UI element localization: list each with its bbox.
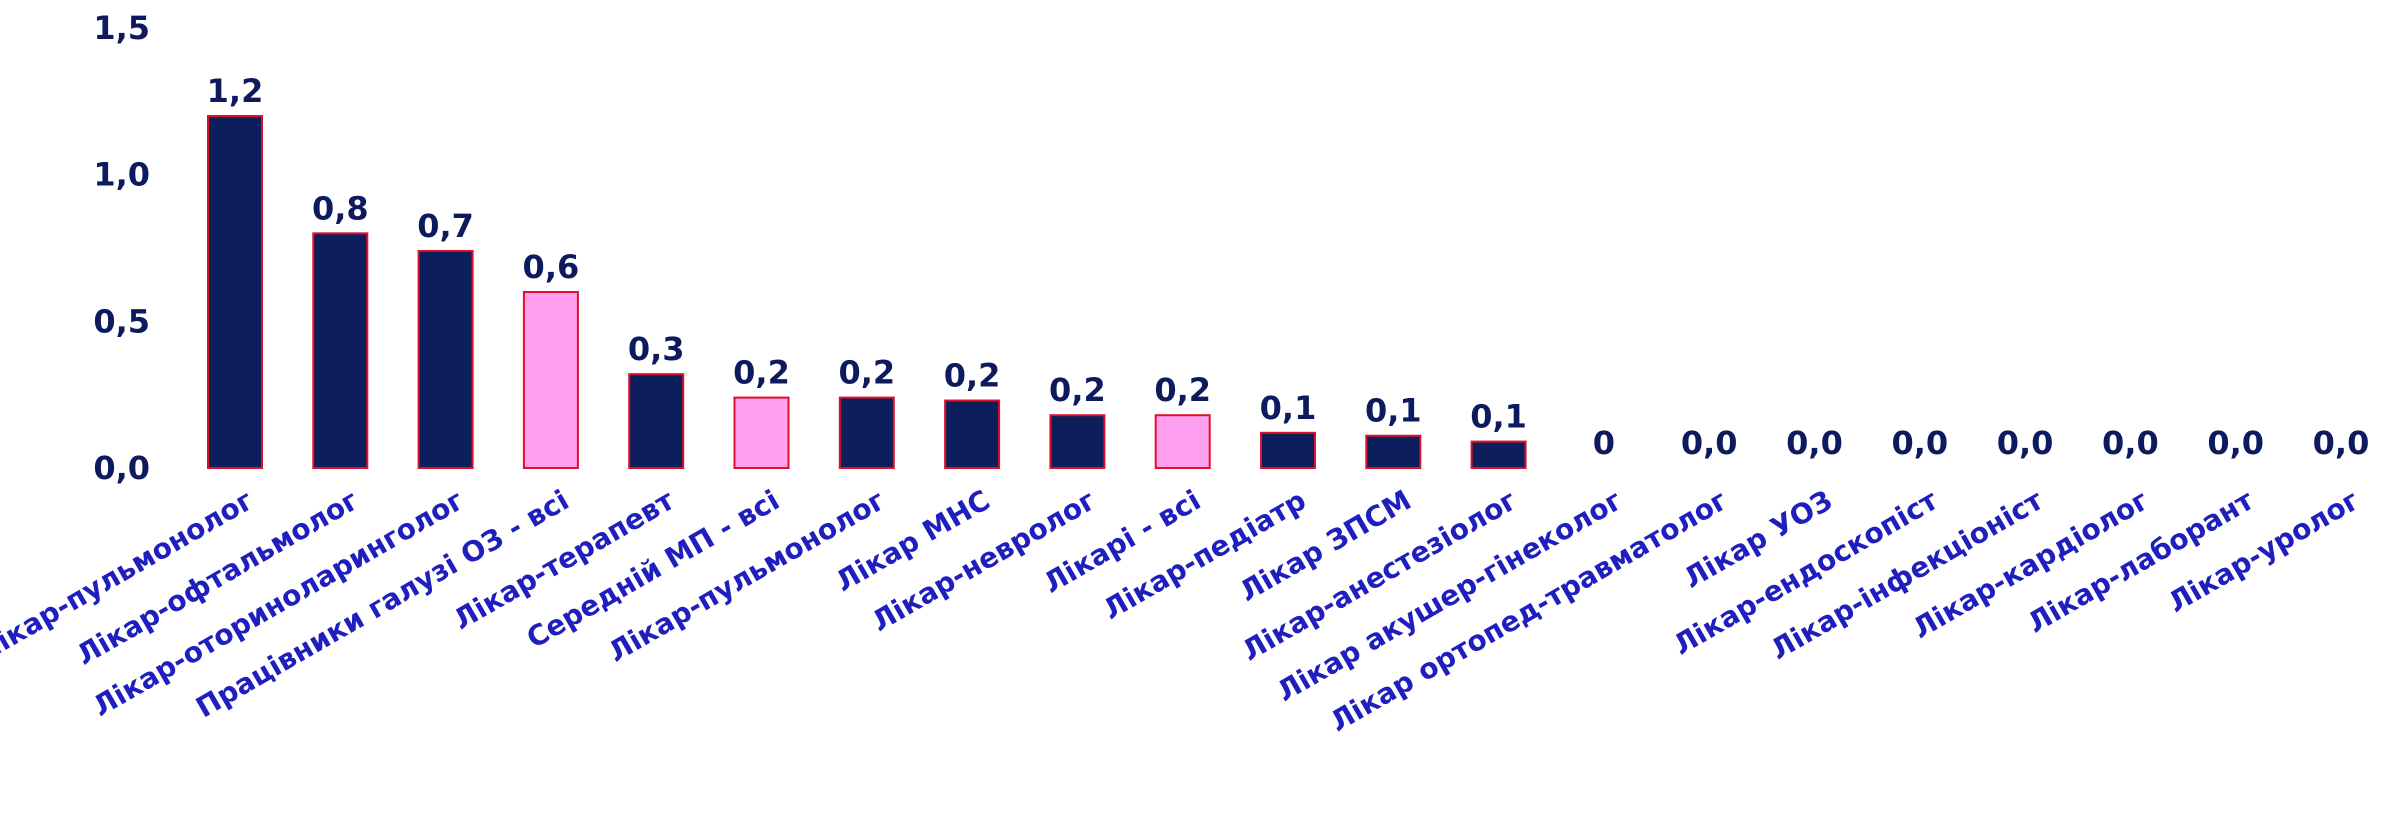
bar [1365,434,1422,470]
y-tick-label: 1,5 [93,9,150,47]
bar [838,396,895,470]
bar [1260,431,1316,469]
data-label: 0,0 [2313,424,2370,462]
data-labels: 1,2 0,8 0,7 0,6 0,3 0,2 0,2 0,2 0,2 0,2 0,1 0,1 0,1 0… [207,72,2370,462]
data-label: 0,0 [1997,424,2054,462]
data-label: 0,8 [312,189,369,227]
y-axis-ticks: 0,0 0,5 1,0 1,5 [93,9,150,487]
bar [733,396,790,470]
y-tick-label: 0,5 [93,302,150,340]
data-label: 0,0 [2207,424,2264,462]
data-label: 0,0 [1891,424,1948,462]
data-label: 1,2 [207,72,264,110]
data-label: 0,3 [628,330,685,368]
bar [1049,414,1106,470]
data-label: 0,2 [838,354,895,392]
data-label: 0,0 [2102,424,2159,462]
bar [1154,414,1211,470]
bar [312,232,369,469]
y-tick-label: 1,0 [93,156,150,194]
data-label: 0,1 [1260,389,1317,427]
data-label: 0,0 [1681,424,1738,462]
data-label: 0,1 [1365,392,1422,430]
data-label: 0,2 [733,354,790,392]
data-label: 0,2 [944,357,1001,395]
data-label: 0,0 [1786,424,1843,462]
y-tick-label: 0,0 [93,449,150,487]
category-label: Лікар-уролог [2162,483,2364,619]
data-label: 0 [1593,424,1615,462]
bar [1470,440,1527,470]
data-label: 0,7 [417,207,474,245]
bar [417,249,474,469]
bar [522,291,579,469]
data-label: 0,2 [1049,371,1106,409]
bar [628,373,685,469]
data-label: 0,6 [523,248,580,286]
category-labels: Лікар-пульмонологЛікар-офтальмологЛікар-… [0,483,2365,738]
data-label: 0,2 [1154,371,1211,409]
bar [207,115,263,469]
data-label: 0,1 [1470,398,1527,436]
bar [944,399,1001,469]
bars [207,115,1527,470]
